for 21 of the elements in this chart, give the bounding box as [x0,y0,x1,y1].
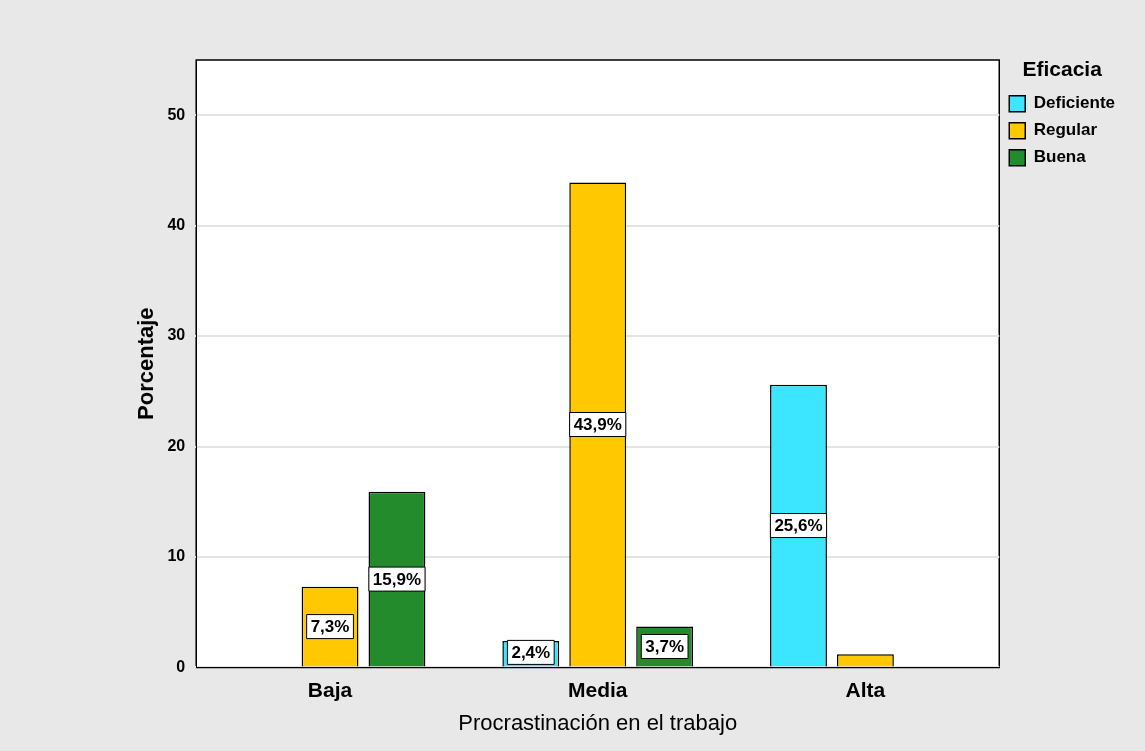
legend-title: Eficacia [1022,57,1103,81]
x-tick-label: Alta [845,677,886,701]
y-tick-label: 10 [167,547,186,565]
data-label: 25,6% [774,516,823,536]
y-tick-label: 50 [167,105,186,123]
data-label: 43,9% [573,415,622,435]
data-label: 3,7% [645,637,685,657]
y-tick-label: 0 [176,657,186,675]
data-label: 15,9% [372,569,422,589]
legend-label: Regular [1033,120,1098,140]
data-label: 2,4% [511,643,551,663]
legend-label: Buena [1033,147,1087,167]
y-tick-label: 30 [167,326,186,344]
x-axis-title: Procrastinación en el trabajo [458,709,738,735]
y-axis-title: Porcentaje [133,307,159,420]
x-tick-label: Baja [307,677,353,701]
y-tick-label: 40 [167,216,186,234]
data-label: 7,3% [310,617,350,637]
y-tick-label: 20 [167,436,186,454]
legend-label: Deficiente [1033,93,1115,113]
x-tick-label: Media [567,677,628,701]
